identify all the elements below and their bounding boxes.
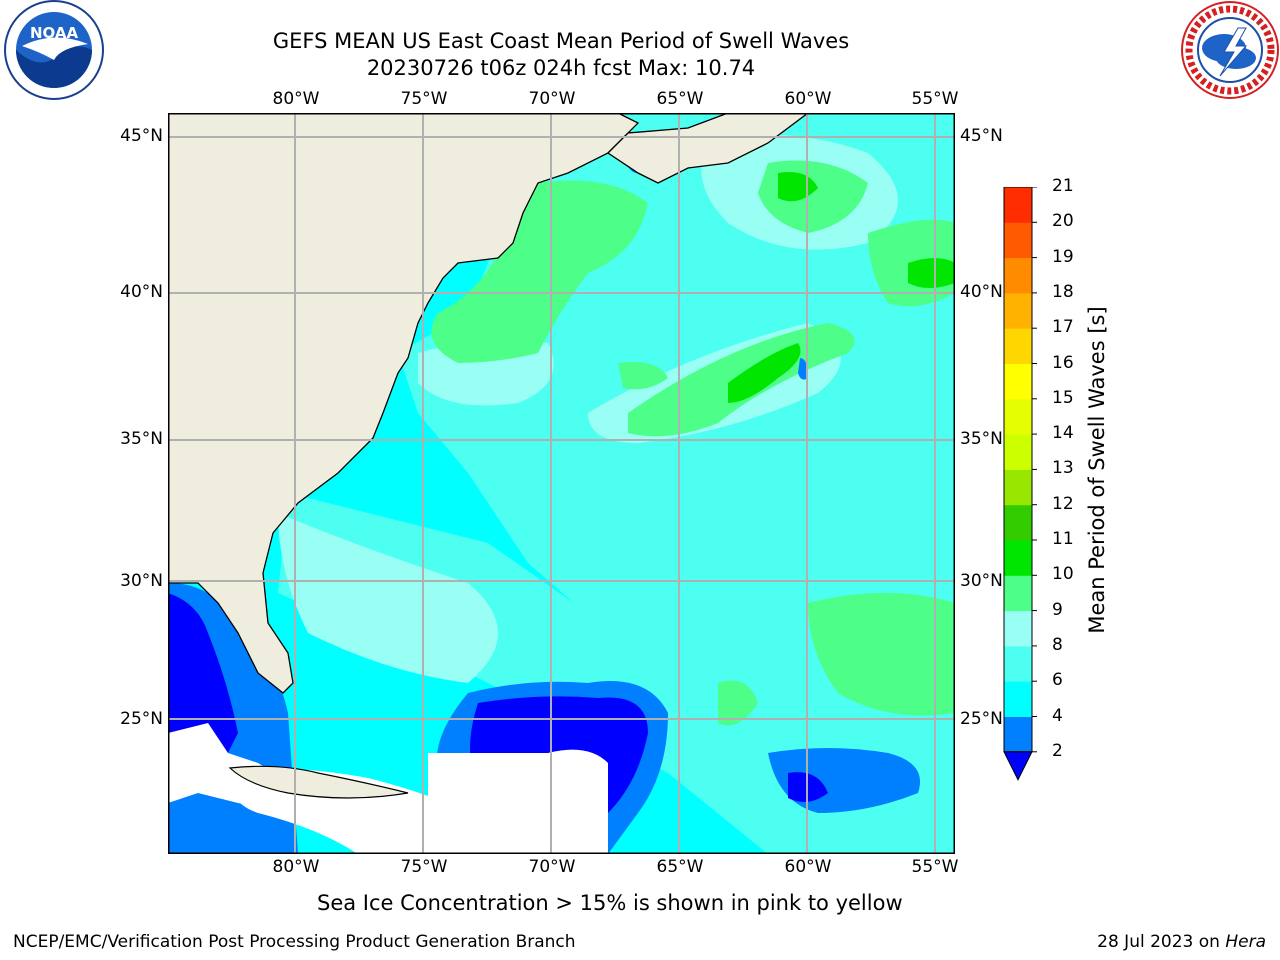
colorbar-segment-20 — [1004, 187, 1032, 223]
nws-logo — [1180, 0, 1280, 100]
colorbar-segment-12 — [1004, 469, 1032, 506]
colorbar — [1000, 186, 1040, 787]
colorbar-segment-13 — [1004, 434, 1032, 470]
lon-label-bottom-70w: 70°W — [528, 857, 576, 877]
footer-date: 28 Jul 2023 on Hera — [1097, 932, 1266, 952]
swell-8-9-area-florida — [278, 513, 498, 683]
colorbar-segment-18 — [1004, 257, 1032, 294]
colorbar-tick-12: 12 — [1052, 493, 1074, 514]
colorbar-segment-10 — [1004, 540, 1032, 576]
swell-10-11-area-east — [908, 258, 955, 288]
colorbar-svg — [1003, 186, 1037, 781]
colorbar-tick-15: 15 — [1052, 387, 1074, 408]
footer-host: Hera — [1225, 932, 1266, 952]
swell-9-10-area-southeast — [808, 593, 955, 716]
lon-label-bottom-75w: 75°W — [400, 857, 448, 877]
colorbar-tick-21: 21 — [1052, 176, 1074, 196]
lat-label-left-40n: 40°N — [120, 282, 163, 302]
lon-label-top-80w: 80°W — [272, 89, 320, 109]
map-svg — [167, 112, 955, 854]
colorbar-tick-2: 2 — [1052, 740, 1063, 761]
map-title: GEFS MEAN US East Coast Mean Period of S… — [272, 29, 850, 53]
colorbar-segment-6 — [1004, 645, 1032, 682]
colorbar-tick-17: 17 — [1052, 317, 1074, 338]
colorbar-title: Mean Period of Swell Waves [s] — [1085, 306, 1109, 634]
colorbar-tick-16: 16 — [1052, 352, 1074, 373]
swell-9-10-area-south — [718, 680, 758, 726]
colorbar-segment-4 — [1004, 681, 1032, 717]
noaa-logo: NOAA — [0, 0, 108, 104]
colorbar-tick-13: 13 — [1052, 458, 1074, 479]
colorbar-tick-8: 8 — [1052, 634, 1063, 655]
swell-2-4-area-spot — [798, 358, 808, 380]
colorbar-segment-19 — [1004, 222, 1032, 259]
lat-label-right-30n: 30°N — [960, 571, 1003, 591]
land-us-east-coast — [167, 112, 640, 694]
colorbar-segment-15 — [1004, 363, 1032, 400]
colorbar-segment-16 — [1004, 328, 1032, 364]
lon-label-bottom-60w: 60°W — [784, 857, 832, 877]
lat-label-right-40n: 40°N — [960, 282, 1003, 302]
colorbar-segment-9 — [1004, 575, 1032, 612]
colorbar-segment-2 — [1004, 716, 1032, 753]
colorbar-segment-14 — [1004, 398, 1032, 435]
map-panel — [167, 112, 955, 854]
colorbar-tick-11: 11 — [1052, 529, 1074, 549]
colorbar-tick-4: 4 — [1052, 705, 1063, 726]
colorbar-tick-18: 18 — [1052, 281, 1074, 302]
colorbar-under-triangle — [1003, 751, 1033, 781]
lon-label-top-75w: 75°W — [400, 89, 448, 109]
lat-label-left-30n: 30°N — [120, 571, 163, 591]
colorbar-tick-6: 6 — [1052, 670, 1063, 691]
sea-ice-caption: Sea Ice Concentration > 15% is shown in … — [317, 891, 903, 915]
map-frame — [168, 113, 955, 854]
swell-9-10-area-small — [618, 362, 668, 390]
colorbar-tick-14: 14 — [1052, 423, 1074, 444]
nodata-hispaniola — [548, 749, 608, 854]
map-gridlines — [168, 113, 955, 854]
lat-label-left-25n: 25°N — [120, 709, 163, 729]
colorbar-segment-11 — [1004, 504, 1032, 541]
lon-label-bottom-55w: 55°W — [911, 857, 959, 877]
footer-credit: NCEP/EMC/Verification Post Processing Pr… — [13, 932, 576, 952]
swell-10-11-area-gulfstream — [728, 343, 801, 403]
colorbar-tick-10: 10 — [1052, 564, 1074, 585]
swell-9-10-area-gom — [431, 180, 648, 363]
lat-label-right-35n: 35°N — [960, 429, 1003, 449]
lon-label-top-55w: 55°W — [911, 89, 959, 109]
colorbar-segment-17 — [1004, 292, 1032, 329]
colorbar-tick-20: 20 — [1052, 211, 1074, 232]
colorbar-tick-19: 19 — [1052, 246, 1074, 267]
colorbar-tick-9: 9 — [1052, 599, 1063, 620]
land-maritimes — [606, 112, 810, 184]
map-subtitle: 20230726 t06z 024h fcst Max: 10.74 — [366, 56, 756, 80]
lat-label-left-35n: 35°N — [120, 429, 163, 449]
colorbar-segment-8 — [1004, 610, 1032, 647]
footer-date-text: 28 Jul 2023 on — [1097, 932, 1226, 952]
lon-label-bottom-80w: 80°W — [272, 857, 320, 877]
lon-label-top-65w: 65°W — [656, 89, 704, 109]
noaa-logo-text: NOAA — [30, 24, 79, 42]
lon-label-bottom-65w: 65°W — [656, 857, 704, 877]
lat-label-left-45n: 45°N — [120, 126, 163, 146]
lat-label-right-45n: 45°N — [960, 126, 1003, 146]
lon-label-top-70w: 70°W — [528, 89, 576, 109]
lon-label-top-60w: 60°W — [784, 89, 832, 109]
lat-label-right-25n: 25°N — [960, 709, 1003, 729]
